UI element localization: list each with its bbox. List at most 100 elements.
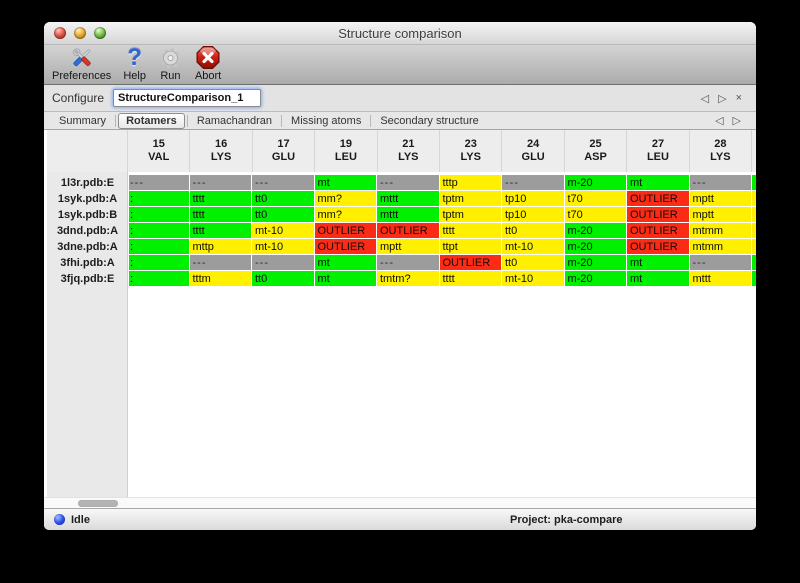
- help-button[interactable]: ? Help: [123, 45, 146, 82]
- abort-button[interactable]: Abort: [195, 45, 221, 82]
- rotamer-cell[interactable]: t70: [564, 191, 626, 206]
- configure-input[interactable]: [113, 89, 262, 107]
- forward-arrow-icon[interactable]: ▷: [718, 92, 727, 105]
- rotamer-cell[interactable]: mtmm: [689, 223, 751, 238]
- rotamer-cell[interactable]: mm?: [314, 191, 376, 206]
- rotamer-cell[interactable]: m-20: [564, 271, 626, 286]
- rotamer-cell[interactable]: tttt: [189, 207, 251, 222]
- rotamer-cell[interactable]: mttt: [689, 271, 751, 286]
- row-label[interactable]: 3dnd.pdb:A: [56, 224, 119, 237]
- rotamer-cell[interactable]: mt-10: [502, 271, 564, 286]
- back-arrow-icon[interactable]: ◁: [700, 92, 710, 105]
- rotamer-cell[interactable]: OUTLIER: [627, 191, 689, 206]
- rotamer-cell[interactable]: mtmm: [689, 239, 751, 254]
- rotamer-cell[interactable]: mttt: [377, 191, 439, 206]
- row-label[interactable]: 1syk.pdb:A: [57, 192, 118, 205]
- rotamer-cell[interactable]: m-20: [564, 223, 626, 238]
- rotamer-cell[interactable]: mt: [314, 175, 376, 190]
- row-label[interactable]: 3fjq.pdb:E: [60, 272, 115, 285]
- rotamer-cell[interactable]: :: [129, 239, 189, 254]
- rotamer-cell[interactable]: m-20: [564, 239, 626, 254]
- rotamer-cell[interactable]: OUTLIER: [314, 239, 376, 254]
- rotamer-cell[interactable]: ---: [689, 175, 751, 190]
- tab-ramachandran[interactable]: Ramachandran: [196, 114, 273, 127]
- rotamer-cell[interactable]: mt-10: [252, 223, 314, 238]
- rotamer-cell[interactable]: mt: [627, 175, 689, 190]
- preferences-button[interactable]: Preferences: [52, 45, 111, 82]
- partial-rotamer-cell[interactable]: [752, 271, 756, 286]
- rotamer-cell[interactable]: tt0: [502, 255, 564, 270]
- partial-rotamer-cell[interactable]: [752, 255, 756, 270]
- partial-rotamer-cell[interactable]: [752, 239, 756, 254]
- rotamer-cell[interactable]: OUTLIER: [314, 223, 376, 238]
- tab-rotamers[interactable]: Rotamers: [118, 112, 185, 129]
- rotamer-cell[interactable]: tttt: [439, 223, 501, 238]
- rotamer-cell[interactable]: ---: [252, 175, 314, 190]
- scrollbar-thumb[interactable]: [78, 500, 118, 507]
- rotamer-cell[interactable]: mptt: [377, 239, 439, 254]
- rotamer-cell[interactable]: OUTLIER: [377, 223, 439, 238]
- rotamer-cell[interactable]: mt: [627, 255, 689, 270]
- rotamer-cell[interactable]: m-20: [564, 175, 626, 190]
- rotamer-cell[interactable]: mptt: [689, 207, 751, 222]
- rotamer-cell[interactable]: OUTLIER: [627, 239, 689, 254]
- tab-missing-atoms[interactable]: Missing atoms: [291, 114, 362, 127]
- rotamer-cell[interactable]: tttt: [189, 191, 251, 206]
- close-view-icon[interactable]: ×: [735, 92, 742, 104]
- rotamer-cell[interactable]: OUTLIER: [627, 207, 689, 222]
- rotamer-cell[interactable]: tt0: [252, 191, 314, 206]
- rotamer-cell[interactable]: ---: [252, 255, 314, 270]
- rotamer-cell[interactable]: mttt: [377, 207, 439, 222]
- horizontal-scrollbar[interactable]: [44, 497, 756, 508]
- rotamer-cell[interactable]: ---: [377, 175, 439, 190]
- partial-rotamer-cell[interactable]: [752, 207, 756, 222]
- rotamer-cell[interactable]: t70: [564, 207, 626, 222]
- tab-back-arrow-icon[interactable]: ◁: [715, 115, 724, 127]
- rotamer-cell[interactable]: tptm: [439, 207, 501, 222]
- title-bar[interactable]: Structure comparison: [44, 22, 756, 45]
- partial-rotamer-cell[interactable]: [752, 223, 756, 238]
- rotamer-cell[interactable]: mt: [627, 271, 689, 286]
- rotamer-cell[interactable]: tt0: [252, 207, 314, 222]
- rotamer-cell[interactable]: tp10: [502, 191, 564, 206]
- rotamer-cell[interactable]: :: [129, 207, 189, 222]
- rotamer-cell[interactable]: :: [129, 271, 189, 286]
- rotamer-cell[interactable]: tttt: [439, 271, 501, 286]
- tab-summary[interactable]: Summary: [59, 114, 107, 127]
- close-window-button[interactable]: [54, 27, 66, 39]
- rotamer-cell[interactable]: tttp: [439, 175, 501, 190]
- tab-forward-arrow-icon[interactable]: ▷: [732, 115, 741, 127]
- minimize-window-button[interactable]: [74, 27, 86, 39]
- rotamer-cell[interactable]: tptm: [439, 191, 501, 206]
- rotamer-cell[interactable]: mt: [314, 255, 376, 270]
- rotamer-cell[interactable]: ---: [502, 175, 564, 190]
- rotamer-cell[interactable]: mptt: [689, 191, 751, 206]
- zoom-window-button[interactable]: [94, 27, 106, 39]
- rotamer-cell[interactable]: mt: [314, 271, 376, 286]
- rotamer-cell[interactable]: :: [129, 191, 189, 206]
- rotamer-cell[interactable]: mt-10: [252, 239, 314, 254]
- rotamer-cell[interactable]: ---: [189, 175, 251, 190]
- row-label[interactable]: 1syk.pdb:B: [57, 208, 118, 221]
- rotamer-cell[interactable]: tttm: [189, 271, 251, 286]
- rotamer-cell[interactable]: mttp: [189, 239, 251, 254]
- rotamer-cell[interactable]: mt-10: [502, 239, 564, 254]
- rotamer-cell[interactable]: OUTLIER: [439, 255, 501, 270]
- row-label[interactable]: 3fhi.pdb:A: [60, 256, 115, 269]
- rotamer-cell[interactable]: ---: [689, 255, 751, 270]
- rotamer-cell[interactable]: tmtm?: [377, 271, 439, 286]
- partial-rotamer-cell[interactable]: [752, 191, 756, 206]
- run-button[interactable]: Run: [158, 45, 183, 82]
- row-label[interactable]: 1l3r.pdb:E: [60, 176, 115, 189]
- partial-rotamer-cell[interactable]: [752, 175, 756, 190]
- rotamer-cell[interactable]: ttpt: [439, 239, 501, 254]
- rotamer-cell[interactable]: ---: [189, 255, 251, 270]
- rotamer-cell[interactable]: tttt: [189, 223, 251, 238]
- rotamer-cell[interactable]: tp10: [502, 207, 564, 222]
- rotamer-cell[interactable]: mm?: [314, 207, 376, 222]
- rotamer-cell[interactable]: m-20: [564, 255, 626, 270]
- rotamer-cell[interactable]: :: [129, 255, 189, 270]
- tab-secondary-structure[interactable]: Secondary structure: [380, 114, 479, 127]
- rotamer-cell[interactable]: OUTLIER: [627, 223, 689, 238]
- rotamer-cell[interactable]: :: [129, 223, 189, 238]
